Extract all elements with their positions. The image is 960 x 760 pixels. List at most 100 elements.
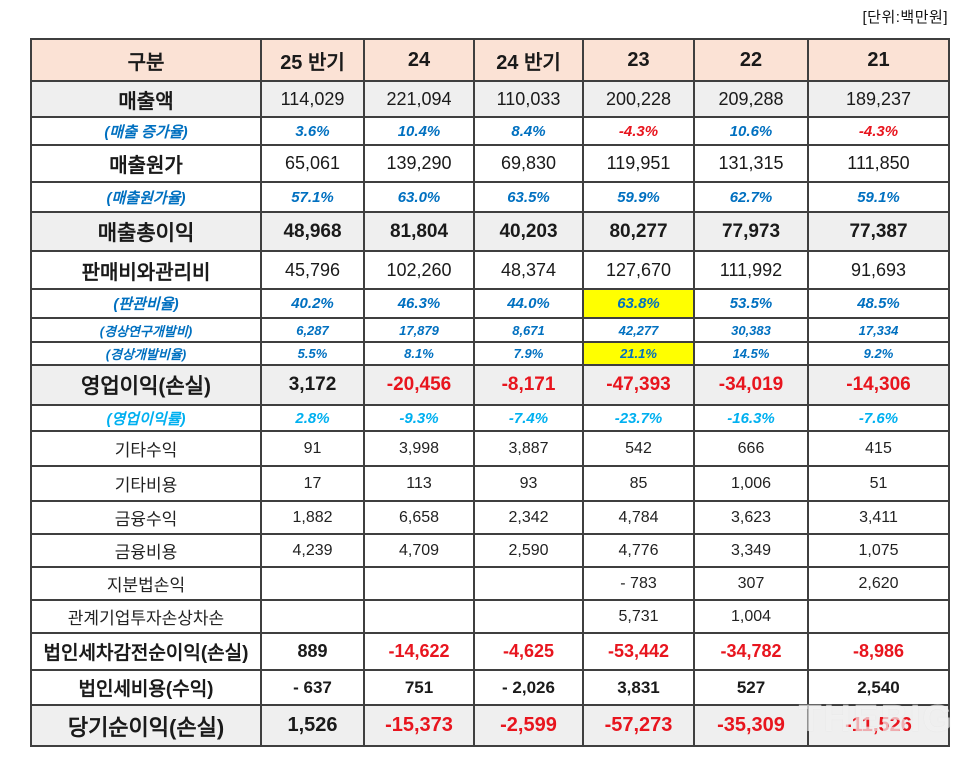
table-row: 기타비용 17 113 93 85 1,006 51 <box>30 465 950 502</box>
row-label: 기타수익 <box>30 430 262 467</box>
value-cell: 63.8% <box>582 288 695 319</box>
value-cell: 1,004 <box>693 599 809 634</box>
value-cell: 40.2% <box>260 288 365 319</box>
value-cell: 666 <box>693 430 809 467</box>
table-row: 관계기업투자손상차손 5,731 1,004 <box>30 599 950 634</box>
value-cell: 114,029 <box>260 80 365 118</box>
row-label: 당기순이익(손실) <box>30 704 262 747</box>
row-label: (경상개발비율) <box>30 341 262 366</box>
value-cell: -23.7% <box>582 404 695 432</box>
row-label: 영업이익(손실) <box>30 364 262 406</box>
row-label: 매출총이익 <box>30 211 262 252</box>
table-row: (매출원가율) 57.1% 63.0% 63.5% 59.9% 62.7% 59.1% <box>30 181 950 213</box>
value-cell: 3,998 <box>363 430 475 467</box>
value-cell: 131,315 <box>693 144 809 183</box>
value-cell: 10.4% <box>363 116 475 146</box>
value-cell: 62.7% <box>693 181 809 213</box>
value-cell <box>473 566 584 601</box>
table-row: 매출총이익 48,968 81,804 40,203 80,277 77,973 77,38… <box>30 211 950 252</box>
value-cell: 307 <box>693 566 809 601</box>
header-cell-period: 25 반기 <box>260 38 365 82</box>
table-row: (영업이익률) 2.8% -9.3% -7.4% -23.7% -16.3% -7.6% <box>30 404 950 432</box>
row-label: (매출원가율) <box>30 181 262 213</box>
header-row: 구분 25 반기 24 24 반기 23 22 21 <box>30 38 950 82</box>
value-cell: -8,986 <box>807 632 950 671</box>
value-cell: 48,968 <box>260 211 365 252</box>
value-cell: 42,277 <box>582 317 695 343</box>
value-cell: -35,309 <box>693 704 809 747</box>
value-cell: -9.3% <box>363 404 475 432</box>
value-cell <box>260 566 365 601</box>
value-cell: 48.5% <box>807 288 950 319</box>
value-cell <box>473 599 584 634</box>
table-row: 금융비용 4,239 4,709 2,590 4,776 3,349 1,075 <box>30 533 950 568</box>
value-cell: 85 <box>582 465 695 502</box>
value-cell: -11,526 <box>807 704 950 747</box>
value-cell: 1,006 <box>693 465 809 502</box>
row-label: 법인세차감전순이익(손실) <box>30 632 262 671</box>
row-label: 판매비와관리비 <box>30 250 262 290</box>
value-cell: 2,540 <box>807 669 950 706</box>
value-cell: 209,288 <box>693 80 809 118</box>
value-cell <box>260 599 365 634</box>
value-cell: 751 <box>363 669 475 706</box>
table-row: 매출원가 65,061 139,290 69,830 119,951 131,315 111… <box>30 144 950 183</box>
value-cell: 3.6% <box>260 116 365 146</box>
value-cell: 542 <box>582 430 695 467</box>
value-cell <box>807 599 950 634</box>
header-cell-period: 21 <box>807 38 950 82</box>
table-row: (경상연구개발비) 6,287 17,879 8,671 42,277 30,383 17,… <box>30 317 950 343</box>
row-label: 매출액 <box>30 80 262 118</box>
header-cell-period: 24 반기 <box>473 38 584 82</box>
value-cell: 8.4% <box>473 116 584 146</box>
header-cell-period: 23 <box>582 38 695 82</box>
row-label: 금융비용 <box>30 533 262 568</box>
value-cell: 48,374 <box>473 250 584 290</box>
value-cell: 415 <box>807 430 950 467</box>
value-cell: 4,709 <box>363 533 475 568</box>
value-cell <box>363 599 475 634</box>
value-cell: 63.0% <box>363 181 475 213</box>
value-cell: -34,019 <box>693 364 809 406</box>
value-cell: 65,061 <box>260 144 365 183</box>
table-row: 영업이익(손실) 3,172 -20,456 -8,171 -47,393 -34,019… <box>30 364 950 406</box>
row-label: 기타비용 <box>30 465 262 502</box>
value-cell: 30,383 <box>693 317 809 343</box>
value-cell: 9.2% <box>807 341 950 366</box>
value-cell: 91 <box>260 430 365 467</box>
header-cell-period: 22 <box>693 38 809 82</box>
value-cell: 3,887 <box>473 430 584 467</box>
value-cell: - 637 <box>260 669 365 706</box>
value-cell: -4.3% <box>582 116 695 146</box>
table-row: 법인세차감전순이익(손실) 889 -14,622 -4,625 -53,442 -34,… <box>30 632 950 671</box>
value-cell: 3,623 <box>693 500 809 535</box>
value-cell: -8,171 <box>473 364 584 406</box>
table-row: (매출 증가율) 3.6% 10.4% 8.4% -4.3% 10.6% -4.3% <box>30 116 950 146</box>
value-cell: 51 <box>807 465 950 502</box>
value-cell: 17 <box>260 465 365 502</box>
row-label: 금융수익 <box>30 500 262 535</box>
value-cell: 1,882 <box>260 500 365 535</box>
row-label: 매출원가 <box>30 144 262 183</box>
value-cell: 127,670 <box>582 250 695 290</box>
value-cell: 17,879 <box>363 317 475 343</box>
value-cell: 1,075 <box>807 533 950 568</box>
value-cell: 3,411 <box>807 500 950 535</box>
value-cell: -2,599 <box>473 704 584 747</box>
row-label: (매출 증가율) <box>30 116 262 146</box>
table-body: 매출액 114,029 221,094 110,033 200,228 209,288 18… <box>30 80 950 747</box>
value-cell: -57,273 <box>582 704 695 747</box>
value-cell: 189,237 <box>807 80 950 118</box>
value-cell: 59.1% <box>807 181 950 213</box>
value-cell: -16.3% <box>693 404 809 432</box>
table-row: 판매비와관리비 45,796 102,260 48,374 127,670 111,992… <box>30 250 950 290</box>
value-cell: -14,622 <box>363 632 475 671</box>
value-cell: - 2,026 <box>473 669 584 706</box>
value-cell: 69,830 <box>473 144 584 183</box>
value-cell: 53.5% <box>693 288 809 319</box>
value-cell: 111,992 <box>693 250 809 290</box>
row-label: (경상연구개발비) <box>30 317 262 343</box>
value-cell: 200,228 <box>582 80 695 118</box>
value-cell: 5,731 <box>582 599 695 634</box>
value-cell: 21.1% <box>582 341 695 366</box>
